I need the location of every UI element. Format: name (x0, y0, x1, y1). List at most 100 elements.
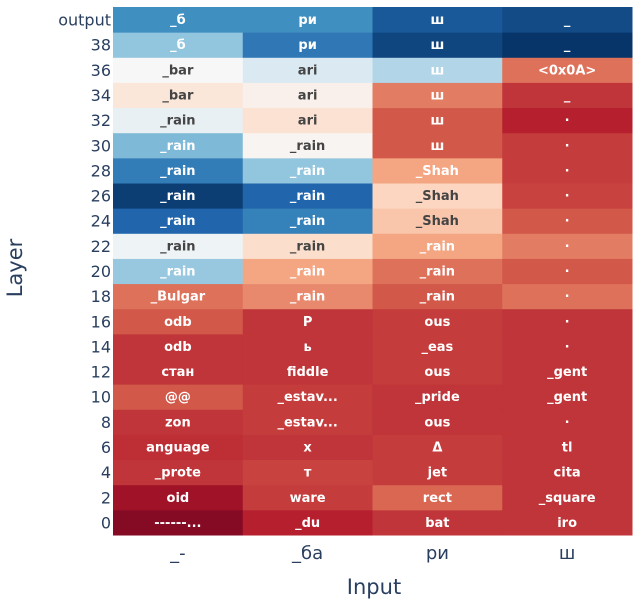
cell-label: ous (424, 315, 450, 330)
cell-label: _gent (547, 365, 587, 380)
heatmap-cell (113, 32, 244, 58)
cell-label: _ (564, 13, 571, 28)
x-tick-label: _- (169, 543, 186, 564)
cell-label: fiddle (287, 365, 329, 380)
heatmap-cell (502, 409, 633, 435)
heatmap-cell (242, 32, 373, 58)
heatmap-cell (242, 409, 373, 435)
y-tick-label: 12 (91, 363, 111, 382)
heatmap-cell (372, 308, 503, 335)
cell-label: ш (430, 89, 444, 104)
x-tick-label: ри (426, 543, 449, 564)
y-tick-label: 32 (91, 111, 111, 130)
heatmap-cell (242, 359, 373, 385)
cell-label: zon (165, 415, 191, 430)
y-tick-label: 34 (91, 86, 111, 105)
cell-label: _rain (290, 189, 325, 204)
cell-label: _square (539, 491, 596, 506)
heatmap-cell (372, 82, 503, 109)
cell-label: ous (424, 365, 450, 380)
heatmap-cell (502, 233, 633, 259)
heatmap-cell (113, 258, 244, 285)
cell-label: _б (170, 13, 186, 28)
cell-label: _rain (420, 265, 455, 280)
heatmap-cell (372, 434, 503, 461)
heatmap-cell (113, 333, 244, 360)
x-axis-title: Input (347, 575, 401, 599)
y-tick-label: 2 (101, 488, 111, 507)
cell-label: iro (557, 516, 577, 531)
cell-label: _Shah (416, 189, 459, 204)
cell-label: ри (298, 13, 316, 28)
cell-label: _gent (547, 390, 587, 405)
heatmap-cell (502, 359, 633, 385)
cell-label: ри (298, 38, 316, 53)
heatmap-cell (502, 157, 633, 184)
heatmap-cell (242, 157, 373, 184)
heatmap-cell (242, 434, 373, 461)
heatmap-cell (242, 484, 373, 511)
heatmap-cell (113, 283, 244, 310)
heatmap-cell-labels: ------... _du bat iro oid ware rect _square _pro… (146, 13, 596, 531)
heatmap-cell (242, 233, 373, 259)
heatmap-cell (113, 132, 244, 159)
heatmap-cell (502, 308, 633, 335)
cell-label: ш (430, 13, 444, 28)
cell-label: ш (430, 38, 444, 53)
y-tick-label: 20 (91, 262, 111, 281)
heatmap-cell (242, 509, 373, 536)
heatmap-cell (502, 333, 633, 360)
x-tick-label: ш (559, 543, 575, 564)
heatmap-cell (113, 233, 244, 259)
cell-label: _rain (290, 214, 325, 229)
x-tick-label: _ба (291, 543, 323, 564)
heatmap-cell (502, 208, 633, 234)
cell-label: _rain (290, 239, 325, 254)
heatmap-cell (502, 384, 633, 410)
cell-label: · (565, 164, 570, 179)
cell-label: _rain (160, 265, 195, 280)
heatmap-cell (242, 459, 373, 486)
heatmap-cell (372, 509, 503, 536)
heatmap-cell (372, 409, 503, 435)
cell-label: _bar (162, 89, 194, 104)
cell-label: _rain (290, 164, 325, 179)
heatmap-cell (372, 132, 503, 159)
heatmap-cell (113, 359, 244, 385)
cell-label: rect (423, 491, 452, 506)
cell-label: _pride (415, 390, 460, 405)
heatmap-cell (502, 258, 633, 285)
cell-label: odb (164, 315, 192, 330)
heatmap-cell (113, 183, 244, 209)
cell-label: ari (298, 89, 318, 104)
heatmap-cell (242, 82, 373, 109)
cell-label: · (565, 189, 570, 204)
y-tick-label: 38 (91, 36, 111, 55)
heatmap-cell (113, 409, 244, 435)
cell-label: _du (295, 516, 320, 531)
heatmap-cell (502, 183, 633, 209)
heatmap-cell (502, 32, 633, 58)
cell-label: _ (564, 38, 571, 53)
cell-label: · (565, 340, 570, 355)
cell-label: стан (161, 365, 194, 380)
cell-label: · (565, 214, 570, 229)
y-tick-label: 30 (91, 136, 111, 155)
cell-label: т (304, 466, 312, 481)
heatmap-cell (242, 333, 373, 360)
heatmap-cell (242, 208, 373, 234)
cell-label: · (565, 114, 570, 129)
heatmap-cell (242, 308, 373, 335)
heatmap-cell (113, 434, 244, 461)
cell-label: _rain (420, 290, 455, 305)
heatmap-cell (502, 459, 633, 486)
heatmap-cell (372, 208, 503, 234)
cell-label: <0x0A> (538, 63, 596, 78)
heatmap-cell (502, 484, 633, 511)
cell-label: ware (290, 491, 326, 506)
heatmap-cell (502, 7, 633, 33)
cell-label: _rain (420, 239, 455, 254)
cell-label: cita (554, 466, 581, 481)
cell-label: x (303, 441, 312, 456)
